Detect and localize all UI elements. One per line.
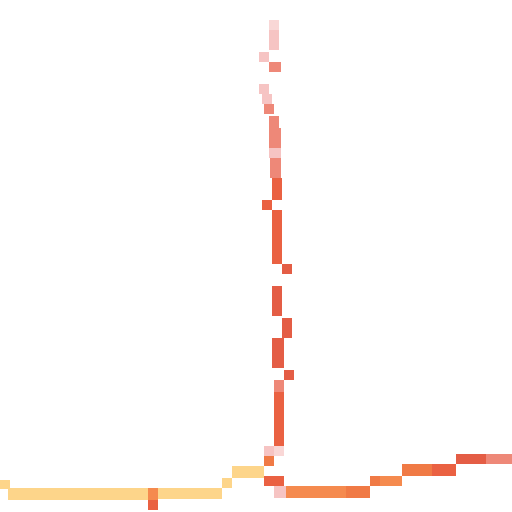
orange-baseline-right [286, 486, 346, 498]
spike-block [269, 128, 281, 148]
spike-block [264, 104, 274, 114]
pink-base-block [274, 486, 286, 498]
salmon-end-block [486, 454, 512, 464]
red-drop-block [148, 500, 158, 510]
spike-block [262, 94, 272, 104]
orange-baseline-step [346, 486, 370, 498]
red-top-band [456, 454, 486, 464]
spike-block [269, 40, 279, 50]
orange-joint-block [264, 456, 274, 466]
spike-block [269, 116, 279, 128]
orange-step-band [380, 476, 402, 486]
spike-block [259, 84, 269, 94]
spike-block [272, 210, 282, 234]
spike-block [272, 234, 282, 264]
spike-block [282, 264, 292, 274]
orange-base-block [264, 476, 284, 486]
spike-block [272, 286, 282, 316]
spike-block [269, 20, 279, 30]
spike-block [282, 318, 292, 338]
yellow-block [0, 480, 10, 489]
spike-block [259, 52, 269, 62]
pink-joint-block [264, 446, 274, 456]
yellow-step-block [222, 478, 232, 488]
spike-block [274, 380, 284, 392]
spike-block [272, 178, 282, 200]
spike-block [269, 62, 281, 72]
orange-accent-block [148, 488, 158, 500]
spike-block [269, 30, 279, 40]
yellow-baseline-mid [158, 488, 222, 499]
spike-block [274, 392, 284, 416]
yellow-raised-block [232, 466, 264, 478]
red-step-block [432, 464, 456, 476]
spike-block [262, 200, 272, 210]
spike-block [269, 148, 281, 158]
orange-step-band-upper [402, 464, 432, 476]
yellow-baseline-left [8, 488, 148, 500]
spike-block [272, 338, 284, 368]
spike-block [270, 158, 281, 178]
spike-block [284, 370, 294, 380]
spike-block [274, 416, 284, 446]
pink-pale-joint-block [274, 446, 284, 456]
